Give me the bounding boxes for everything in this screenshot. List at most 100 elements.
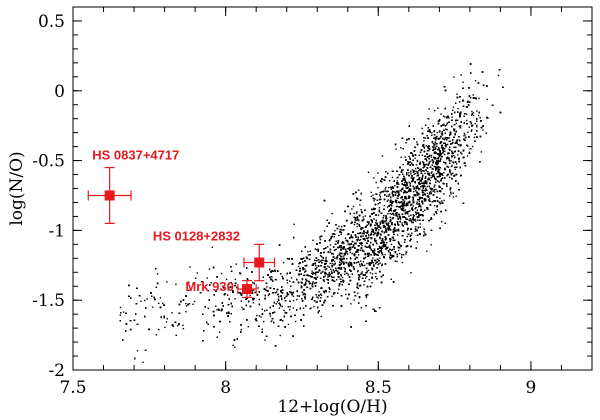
- cloud-point: [418, 188, 420, 191]
- cloud-point: [373, 308, 375, 310]
- cloud-point: [349, 249, 351, 252]
- cloud-point: [304, 294, 306, 296]
- cloud-point: [436, 209, 439, 211]
- cloud-point: [432, 142, 434, 145]
- cloud-point: [389, 225, 391, 227]
- cloud-point: [442, 115, 445, 117]
- cloud-point: [234, 278, 237, 281]
- cloud-point: [411, 177, 413, 179]
- cloud-point: [390, 213, 393, 215]
- cloud-point: [472, 112, 475, 114]
- cloud-point: [370, 248, 373, 250]
- cloud-point: [428, 193, 431, 195]
- cloud-point: [454, 132, 456, 135]
- cloud-point: [434, 109, 436, 112]
- cloud-point: [372, 194, 374, 196]
- cloud-point: [432, 146, 434, 148]
- cloud-point: [486, 98, 488, 101]
- cloud-point: [182, 327, 185, 330]
- cloud-point: [165, 321, 168, 323]
- cloud-point: [346, 219, 348, 222]
- cloud-point: [379, 237, 381, 240]
- cloud-point: [448, 152, 450, 154]
- cloud-point: [378, 245, 381, 248]
- cloud-point: [349, 251, 351, 254]
- cloud-point: [320, 294, 323, 297]
- cloud-point: [425, 145, 427, 147]
- cloud-point: [433, 160, 435, 162]
- cloud-point: [345, 293, 347, 296]
- cloud-point: [227, 294, 229, 296]
- cloud-point: [319, 239, 322, 241]
- cloud-point: [301, 279, 304, 281]
- cloud-point: [394, 212, 397, 215]
- cloud-point: [431, 176, 434, 178]
- cloud-point: [312, 239, 314, 241]
- cloud-point: [357, 245, 359, 247]
- cloud-point: [435, 143, 437, 145]
- cloud-point: [373, 264, 375, 266]
- cloud-point: [422, 210, 424, 213]
- cloud-point: [388, 187, 390, 189]
- cloud-point: [430, 191, 432, 193]
- cloud-point: [327, 265, 329, 267]
- cloud-point: [466, 155, 469, 157]
- cloud-point: [450, 150, 453, 152]
- cloud-point: [470, 130, 473, 132]
- cloud-point: [430, 172, 432, 174]
- cloud-point: [443, 193, 445, 195]
- cloud-point: [338, 288, 340, 290]
- cloud-point: [323, 292, 326, 294]
- cloud-point: [341, 242, 343, 244]
- cloud-point: [396, 180, 398, 182]
- cloud-point: [429, 160, 431, 163]
- cloud-point: [429, 218, 432, 221]
- cloud-point: [326, 268, 328, 270]
- cloud-point: [207, 290, 209, 292]
- cloud-point: [252, 302, 255, 304]
- cloud-point: [416, 185, 419, 187]
- cloud-point: [392, 237, 394, 239]
- cloud-point: [411, 169, 414, 171]
- cloud-point: [428, 149, 430, 152]
- cloud-point: [436, 143, 438, 145]
- cloud-point: [397, 241, 400, 243]
- cloud-point: [393, 214, 395, 216]
- cloud-point: [373, 200, 375, 202]
- cloud-point: [361, 244, 363, 247]
- cloud-point: [423, 189, 425, 192]
- cloud-point: [207, 307, 209, 310]
- cloud-point: [424, 137, 427, 139]
- cloud-point: [357, 232, 359, 235]
- cloud-point: [158, 302, 160, 305]
- cloud-point: [392, 195, 394, 197]
- cloud-point: [404, 156, 406, 158]
- cloud-point: [311, 270, 313, 272]
- cloud-point: [325, 258, 327, 260]
- cloud-point: [119, 306, 122, 309]
- cloud-point: [162, 302, 164, 305]
- cloud-point: [321, 256, 323, 258]
- cloud-point: [439, 153, 441, 156]
- cloud-point: [311, 282, 314, 284]
- cloud-point: [388, 222, 390, 224]
- cloud-point: [339, 254, 341, 256]
- cloud-point: [177, 325, 179, 327]
- cloud-point: [346, 258, 348, 260]
- cloud-point: [241, 306, 243, 309]
- cloud-point: [358, 189, 360, 191]
- cloud-point: [142, 361, 144, 363]
- cloud-point: [341, 225, 343, 228]
- cloud-point: [375, 276, 377, 278]
- cloud-point: [348, 265, 350, 268]
- cloud-point: [439, 175, 441, 177]
- cloud-point: [365, 231, 367, 234]
- cloud-point: [375, 232, 377, 234]
- cloud-point: [423, 147, 426, 149]
- cloud-point: [306, 274, 308, 276]
- cloud-point: [410, 272, 412, 274]
- cloud-point: [456, 139, 459, 141]
- cloud-point: [346, 253, 349, 255]
- cloud-point: [411, 232, 413, 234]
- cloud-point: [388, 195, 390, 197]
